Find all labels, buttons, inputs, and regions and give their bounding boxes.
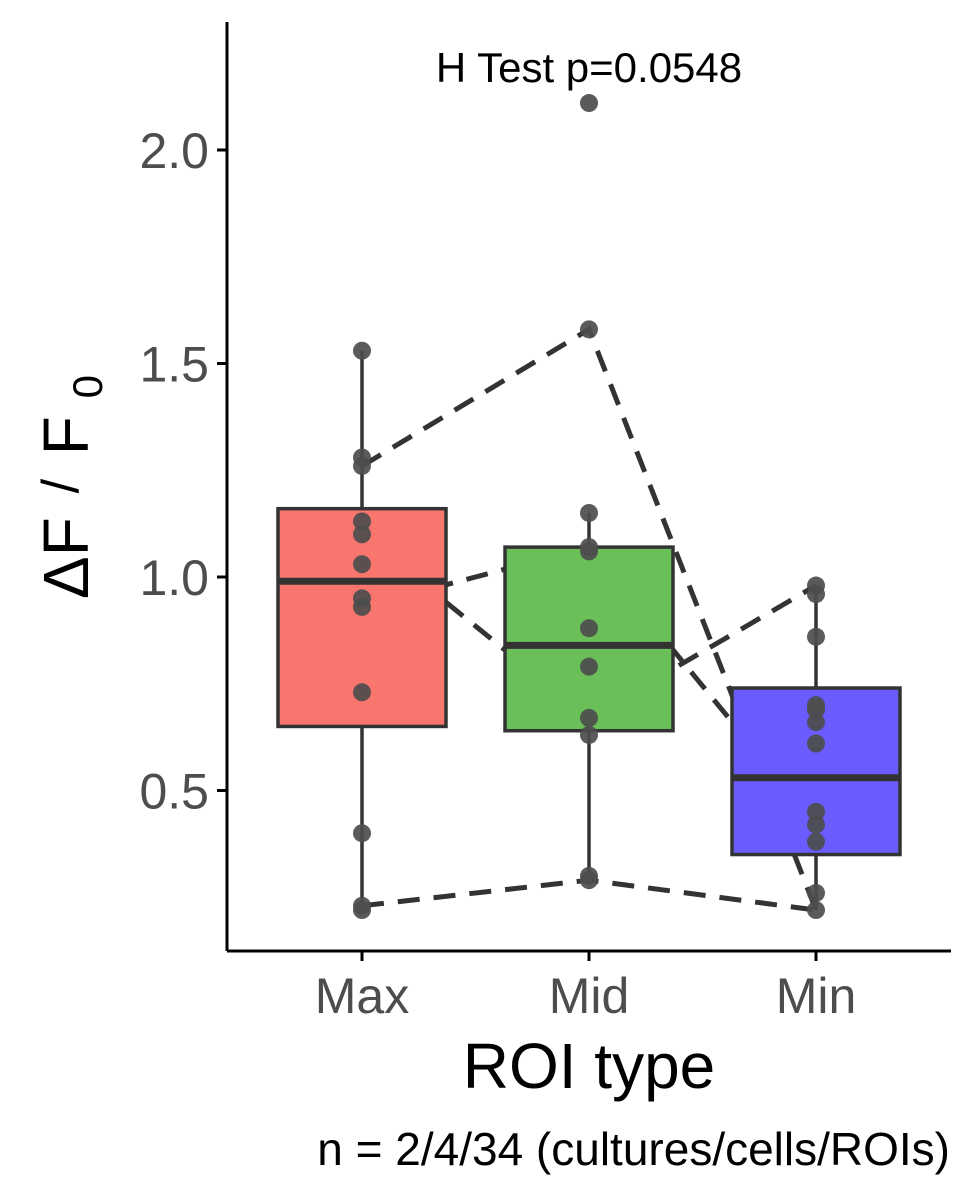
data-point-mid-1: [580, 320, 598, 339]
x-tick-label-min: Min: [776, 968, 857, 1024]
data-point-min-10: [807, 883, 825, 902]
data-point-min-4: [807, 700, 825, 719]
data-point-max-7: [353, 597, 371, 616]
data-point-max-3: [353, 512, 371, 531]
y-tick-label-0.5: 0.5: [139, 764, 209, 820]
data-point-max-9: [353, 824, 371, 843]
sample-size-caption: n = 2/4/34 (cultures/cells/ROIs): [317, 1123, 950, 1175]
y-axis-title-main: ΔF: [30, 517, 102, 599]
x-tick-label-max: Max: [315, 968, 409, 1024]
data-point-max-0: [353, 341, 371, 360]
data-point-max-5: [353, 555, 371, 574]
data-point-min-2: [807, 627, 825, 646]
x-axis-title: ROI type: [463, 1030, 716, 1102]
data-point-mid-5: [580, 619, 598, 638]
svg-text:ΔF / F 0: ΔF / F 0: [20, 375, 111, 599]
x-tick-label-mid: Mid: [549, 968, 630, 1024]
x-ticks-layer: Max Mid Min: [315, 951, 857, 1024]
data-point-min-7: [807, 802, 825, 821]
y-tick-label-1.5: 1.5: [139, 337, 209, 393]
data-point-max-4: [353, 525, 371, 544]
y-tick-label-2.0: 2.0: [139, 123, 209, 179]
y-axis-title-denominator: F: [30, 416, 102, 455]
data-point-max-8: [353, 683, 371, 702]
y-tick-label-1.0: 1.0: [139, 550, 209, 606]
data-point-min-5: [807, 713, 825, 732]
data-point-mid-2: [580, 503, 598, 522]
data-point-min-9: [807, 832, 825, 851]
data-point-max-2: [353, 456, 371, 475]
y-axis-title-slash: /: [32, 478, 90, 493]
data-point-min-6: [807, 734, 825, 753]
data-point-mid-10: [580, 871, 598, 890]
y-axis-title: ΔF / F 0: [20, 375, 111, 599]
data-point-mid-4: [580, 542, 598, 561]
y-axis-title-subscript: 0: [64, 375, 111, 398]
box-mid: [503, 545, 675, 733]
y-ticks-layer: 0.5 1.0 1.5 2.0: [139, 123, 227, 820]
data-point-mid-0: [580, 94, 598, 113]
data-point-max-11: [353, 901, 371, 920]
data-point-mid-7: [580, 708, 598, 727]
data-point-min-1: [807, 585, 825, 604]
data-point-min-8: [807, 815, 825, 834]
data-point-min-11: [807, 901, 825, 920]
points-layer: [353, 94, 825, 920]
annotation-h-test: H Test p=0.0548: [436, 44, 742, 91]
data-point-mid-6: [580, 657, 598, 676]
boxes-layer: [276, 350, 902, 911]
data-point-mid-8: [580, 725, 598, 744]
